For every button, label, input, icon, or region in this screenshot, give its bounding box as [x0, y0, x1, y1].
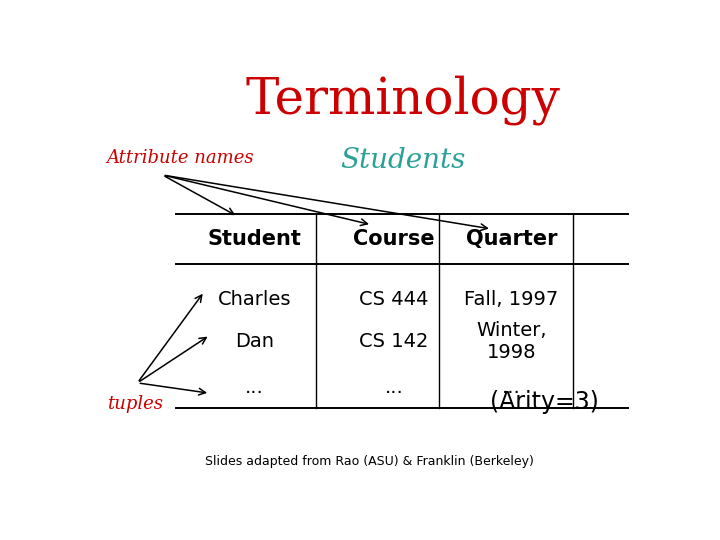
Text: Dan: Dan — [235, 332, 274, 351]
Text: Course: Course — [354, 230, 435, 249]
Text: Quarter: Quarter — [466, 230, 557, 249]
Text: Students: Students — [340, 147, 465, 174]
Text: Slides adapted from Rao (ASU) & Franklin (Berkeley): Slides adapted from Rao (ASU) & Franklin… — [204, 455, 534, 468]
Text: tuples: tuples — [107, 395, 163, 413]
Text: CS 444: CS 444 — [359, 290, 429, 309]
Text: Student: Student — [207, 230, 302, 249]
Text: ...: ... — [502, 377, 521, 396]
Text: CS 142: CS 142 — [359, 332, 429, 351]
Text: ...: ... — [246, 377, 264, 396]
Text: Fall, 1997: Fall, 1997 — [464, 290, 559, 309]
Text: ...: ... — [384, 377, 403, 396]
Text: Charles: Charles — [218, 290, 292, 309]
Text: Winter,
1998: Winter, 1998 — [476, 321, 546, 362]
Text: Terminology: Terminology — [245, 75, 560, 125]
Text: Attribute names: Attribute names — [107, 150, 254, 167]
Text: (Arity=3): (Arity=3) — [490, 389, 599, 414]
